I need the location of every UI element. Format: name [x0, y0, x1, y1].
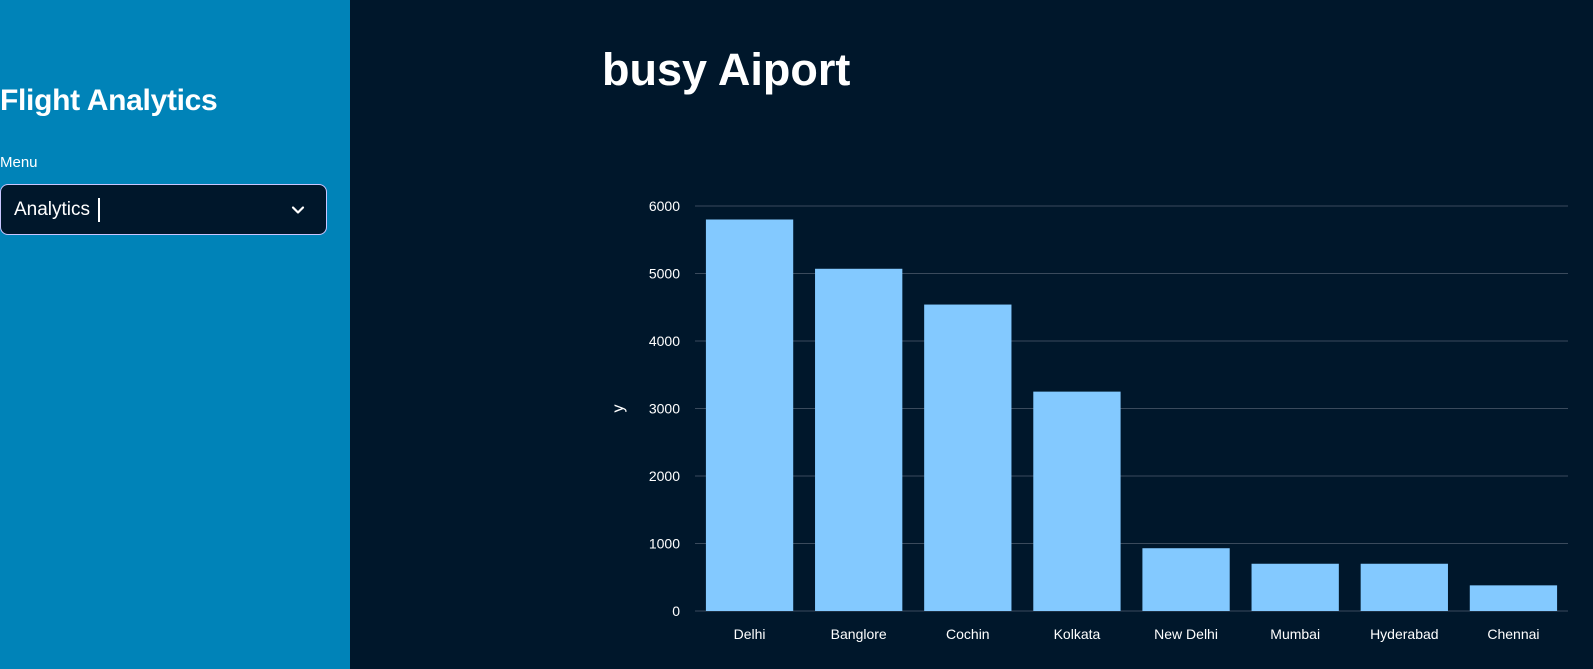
bar: [924, 304, 1012, 611]
y-tick-label: 0: [672, 603, 680, 619]
x-tick-label: New Delhi: [1154, 626, 1218, 642]
bar: [705, 219, 794, 611]
y-tick-label: 5000: [649, 266, 680, 282]
sidebar: Flight Analytics Menu Analytics: [0, 0, 350, 669]
x-tick-label: Kolkata: [1054, 626, 1101, 642]
menu-select-value: Analytics: [14, 199, 91, 220]
x-tick-label: Hyderabad: [1370, 626, 1439, 642]
bar: [1251, 563, 1339, 611]
x-tick-label: Mumbai: [1270, 626, 1320, 642]
menu-label: Menu: [0, 154, 38, 171]
bar: [815, 268, 903, 611]
y-tick-label: 6000: [649, 198, 680, 214]
bar: [1033, 391, 1121, 611]
y-tick-label: 4000: [649, 333, 680, 349]
y-axis-label: y: [610, 405, 627, 413]
sidebar-title: Flight Analytics: [0, 84, 218, 117]
bar-chart: 0 1000 2000 3000 4000 5000 6000 y Delhi Banglore C…: [610, 198, 1568, 642]
chevron-down-icon[interactable]: [290, 202, 306, 218]
bar: [1469, 585, 1558, 611]
y-tick-label: 2000: [649, 468, 680, 484]
x-tick-label: Chennai: [1487, 626, 1539, 642]
menu-select[interactable]: Analytics: [0, 184, 327, 235]
y-tick-label: 1000: [649, 536, 680, 552]
page-title: busy Aiport: [602, 44, 851, 95]
bar: [1142, 548, 1230, 611]
y-tick-label: 3000: [649, 401, 680, 417]
x-tick-label: Banglore: [831, 626, 887, 642]
x-tick-label: Delhi: [734, 626, 766, 642]
x-tick-label: Cochin: [946, 626, 990, 642]
bar: [1360, 563, 1448, 611]
text-cursor: [98, 198, 100, 222]
